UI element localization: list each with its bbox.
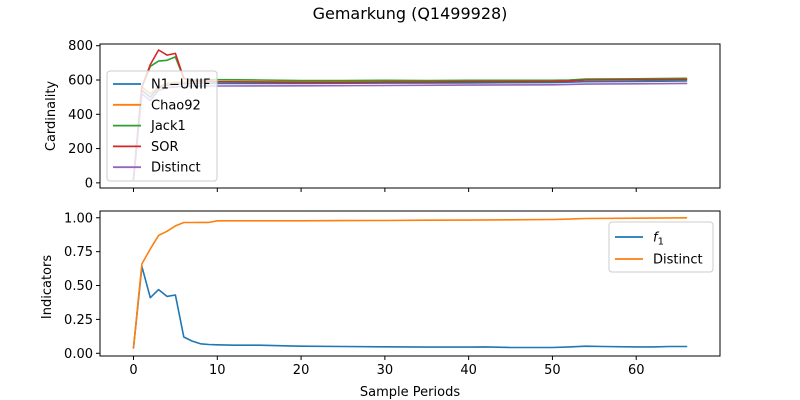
cardinality-ticks: 0 200 400 600 800 bbox=[68, 39, 637, 192]
indicators-x-tick-label: 40 bbox=[460, 363, 477, 378]
cardinality-y-tick-label: 200 bbox=[68, 142, 93, 157]
figure-title: Gemarkung (Q1499928) bbox=[313, 4, 508, 23]
indicators-x-tick-label: 0 bbox=[129, 363, 137, 378]
cardinality-legend-label-n1-unif: N1−UNIF bbox=[151, 78, 210, 93]
cardinality-legend-label-chao92: Chao92 bbox=[151, 98, 201, 113]
indicators-x-tick-label: 30 bbox=[377, 363, 394, 378]
indicators-legend-label-distinct: Distinct bbox=[653, 253, 703, 268]
cardinality-y-tick-label: 0 bbox=[85, 176, 93, 191]
cardinality-y-tick-label: 800 bbox=[68, 39, 93, 54]
cardinality-series-jack1-line bbox=[132, 56, 688, 181]
indicators-y-tick-label: 1.00 bbox=[64, 211, 93, 226]
cardinality-y-tick-label: 600 bbox=[68, 74, 93, 89]
indicators-x-tick-label: 60 bbox=[628, 363, 645, 378]
indicators-legend-label-f1: f1 bbox=[653, 231, 664, 248]
cardinality-panel: 0 200 400 600 800 Cardinality N1−UNIF Chao92 J… bbox=[44, 39, 721, 192]
cardinality-legend: N1−UNIF Chao92 Jack1 SOR Distinct bbox=[106, 70, 218, 182]
indicators-ticks: 0.00 0.25 0.50 0.75 1.00 0 10 20 30 40 50 60 bbox=[64, 211, 644, 378]
indicators-y-tick-label: 0.75 bbox=[64, 245, 93, 260]
indicators-x-tick-label: 20 bbox=[293, 363, 310, 378]
indicators-panel: 0.00 0.25 0.50 0.75 1.00 0 10 20 30 40 50 60 Indica… bbox=[40, 210, 721, 400]
indicators-y-axis-label: Indicators bbox=[40, 255, 55, 319]
indicators-series-distinct-line bbox=[132, 217, 688, 349]
indicators-legend: f1 Distinct bbox=[608, 221, 714, 273]
indicators-y-tick-label: 0.25 bbox=[64, 313, 93, 328]
cardinality-y-tick-label: 400 bbox=[68, 108, 93, 123]
indicators-y-tick-label: 0.50 bbox=[64, 279, 93, 294]
cardinality-axes-frame bbox=[99, 43, 721, 189]
indicators-series-f1-line bbox=[132, 265, 688, 349]
indicators-x-tick-label: 50 bbox=[544, 363, 561, 378]
cardinality-legend-label-jack1: Jack1 bbox=[150, 119, 186, 134]
indicators-axes-frame bbox=[99, 210, 721, 357]
cardinality-y-axis-label: Cardinality bbox=[44, 81, 59, 152]
indicators-x-tick-label: 10 bbox=[209, 363, 226, 378]
cardinality-series-sor-line bbox=[132, 49, 688, 181]
indicators-y-tick-label: 0.00 bbox=[64, 347, 93, 362]
indicators-lines bbox=[132, 217, 688, 349]
cardinality-legend-label-sor: SOR bbox=[151, 140, 179, 155]
cardinality-legend-label-distinct: Distinct bbox=[151, 161, 201, 176]
cardinality-legend-box bbox=[106, 70, 218, 182]
indicators-x-axis-label: Sample Periods bbox=[360, 385, 460, 400]
